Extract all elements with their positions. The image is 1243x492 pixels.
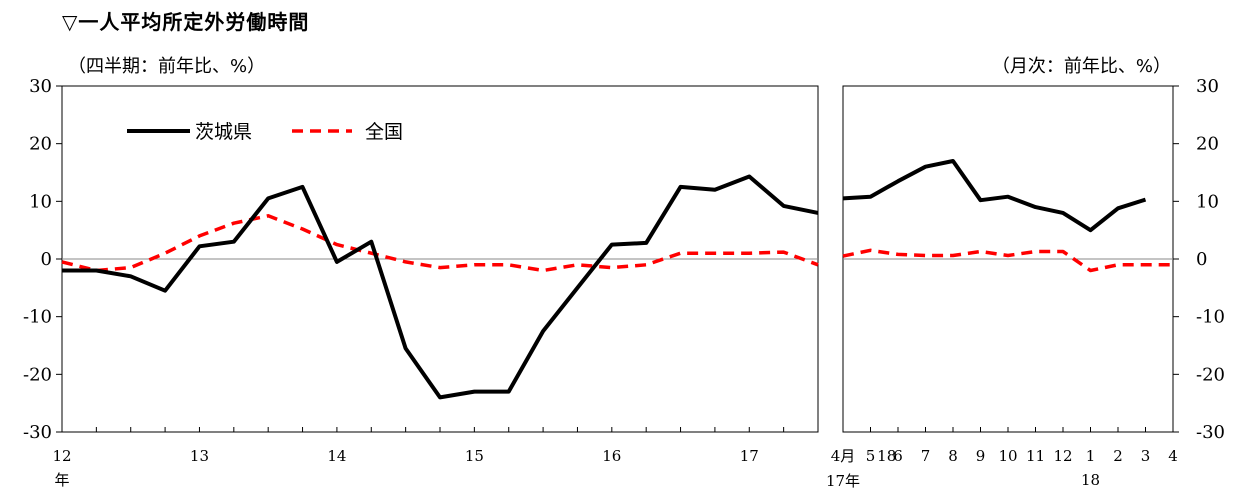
x-label-year: 14: [327, 447, 346, 465]
x-label-year: 17: [740, 447, 759, 465]
monthly-national-line: [842, 248, 1173, 273]
y-tick-label-right: -20: [1196, 364, 1225, 385]
x-label-year: 12: [52, 447, 71, 465]
y-tick-label-right: 30: [1196, 76, 1219, 97]
y-tick-label-right: 0: [1196, 249, 1207, 270]
y-tick-label-left: 10: [29, 191, 52, 212]
y-tick-label-left: -30: [23, 422, 52, 443]
chart-title: ▽一人平均所定外労働時間: [62, 10, 310, 34]
legend-national-label: 全国: [365, 121, 403, 143]
monthly-ibaraki-line: [842, 159, 1147, 233]
x-label-year: 18: [877, 447, 896, 465]
x-label-year: 15: [465, 447, 484, 465]
x-label-year: 16: [602, 447, 621, 465]
y-tick-label-left: 30: [29, 76, 52, 97]
quarterly-national-line: [61, 214, 819, 273]
x-label-month: 6: [893, 447, 903, 465]
x-label-month: 4月: [831, 447, 856, 465]
x-label-month: 1: [1086, 447, 1096, 465]
y-tick-label-left: 20: [29, 134, 52, 155]
y-tick-label-left: -20: [23, 364, 52, 385]
y-tick-label-left: -10: [23, 307, 52, 328]
x-label-year-suffix: 年: [54, 471, 69, 489]
x-label-month: 9: [976, 447, 986, 465]
x-label-month: 3: [1141, 447, 1151, 465]
x-label-month: 4: [1168, 447, 1178, 465]
quarterly-ibaraki-line: [62, 174, 819, 400]
x-label-month: 11: [1026, 447, 1045, 465]
monthly-unit-label: （月次：前年比、%）: [991, 56, 1171, 77]
y-tick-label-right: 20: [1196, 134, 1219, 155]
x-label-year: 13: [190, 447, 209, 465]
x-label-first-year: 17年: [826, 472, 860, 490]
y-tick-label-left: 0: [41, 249, 52, 270]
x-label-month: 2: [1113, 447, 1123, 465]
x-label-month: 7: [921, 447, 931, 465]
y-tick-label-right: 10: [1196, 191, 1219, 212]
y-tick-label-right: -30: [1196, 422, 1225, 443]
y-tick-label-right: -10: [1196, 307, 1225, 328]
legend-ibaraki-label: 茨城県: [195, 121, 252, 143]
x-label-month: 12: [1053, 447, 1072, 465]
x-label-jan-year: 18: [1081, 471, 1100, 489]
x-label-month: 10: [998, 447, 1017, 465]
x-label-month: 8: [948, 447, 958, 465]
x-label-month: 5: [866, 447, 876, 465]
quarterly-unit-label: （四半期：前年比、%）: [68, 56, 266, 77]
